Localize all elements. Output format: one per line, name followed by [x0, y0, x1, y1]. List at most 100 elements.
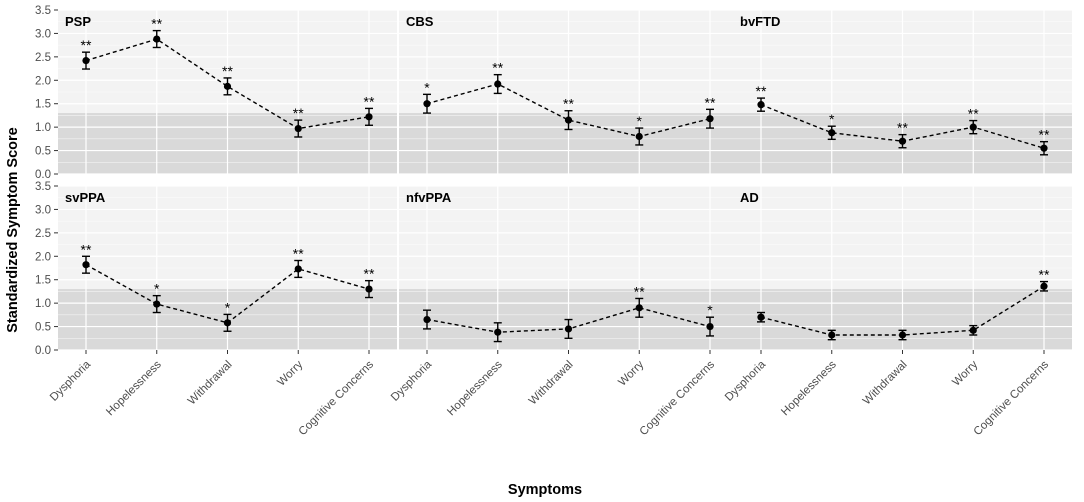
data-point	[564, 325, 573, 333]
x-tick-label: Hopelessness	[779, 358, 839, 418]
data-point	[153, 300, 161, 308]
x-tick-label: Cognitive Concerns	[972, 358, 1052, 438]
x-tick-label: Withdrawal	[527, 359, 576, 408]
significance-marker: **	[151, 16, 162, 32]
significance-marker: **	[756, 83, 767, 99]
data-point	[564, 116, 573, 124]
panel-cbs: CBS********	[399, 9, 738, 175]
data-point	[223, 82, 232, 90]
data-point	[82, 57, 90, 65]
significance-marker: **	[1039, 127, 1050, 143]
y-tick-label: 2.0	[35, 251, 51, 263]
significance-marker: *	[424, 79, 430, 95]
x-tick-label: Worry	[616, 358, 646, 388]
significance-marker: **	[364, 93, 375, 109]
significance-marker: **	[293, 246, 304, 262]
panel-psp: 0.0 0.5 1.0 1.5 2.0 2.5 3.0 3.5 PSP ** ** ** ** **	[35, 5, 397, 181]
y-tick-label: 2.5	[35, 228, 51, 240]
significance-marker: **	[81, 241, 92, 257]
significance-marker: **	[492, 60, 503, 76]
significance-marker: **	[634, 283, 645, 299]
panel-nfvppa: nfvPPA***Dysphoria Hopelessness Withdrawal…	[389, 185, 738, 438]
x-tick-label: Worry	[950, 358, 980, 388]
data-point	[294, 265, 302, 273]
data-point	[969, 123, 977, 131]
x-tick-label: Dysphoria	[48, 358, 94, 404]
data-point	[423, 100, 431, 108]
x-tick-label: Cognitive Concerns	[297, 358, 377, 438]
panel-title: nfvPPA	[406, 190, 452, 205]
y-tick-label: 0.0	[35, 169, 51, 181]
y-axis-title: Standardized Symptom Score	[5, 127, 21, 332]
data-point	[898, 137, 907, 145]
data-point	[494, 80, 502, 88]
data-point	[294, 124, 302, 133]
y-tick-label: 3.5	[35, 181, 51, 193]
x-tick-label: Withdrawal	[861, 359, 910, 408]
panel-title: bvFTD	[740, 14, 780, 29]
significance-marker: *	[829, 111, 835, 127]
series-line	[85, 38, 370, 130]
data-point	[706, 322, 714, 331]
data-point	[635, 132, 643, 141]
data-point	[365, 113, 373, 121]
data-point	[153, 35, 161, 43]
y-tick-label: 2.0	[35, 75, 51, 87]
significance-marker: **	[705, 94, 716, 110]
y-tick-label: 0.0	[35, 345, 51, 357]
significance-marker: **	[364, 266, 375, 282]
significance-marker: *	[154, 281, 160, 297]
x-tick-label: Hopelessness	[445, 358, 505, 418]
y-tick-label: 1.5	[35, 99, 51, 111]
significance-marker: **	[897, 120, 908, 136]
x-axis-title: Symptoms	[508, 482, 582, 498]
significance-marker: *	[637, 113, 643, 129]
data-point	[828, 331, 836, 339]
significance-marker: **	[222, 63, 233, 79]
y-tick-label: 1.0	[35, 122, 51, 134]
data-point	[365, 285, 373, 293]
y-tick-label: 2.5	[35, 52, 51, 64]
panel-title: PSP	[65, 14, 91, 29]
y-tick-label: 3.0	[35, 204, 51, 216]
significance-marker: **	[968, 106, 979, 122]
panel-title: AD	[740, 190, 759, 205]
x-tick-label: Cognitive Concerns	[638, 358, 718, 438]
panel-title: CBS	[406, 14, 434, 29]
panel-bvftd: bvFTD*********	[733, 9, 1072, 175]
data-point	[494, 328, 502, 336]
data-point	[757, 313, 765, 321]
significance-marker: *	[707, 302, 713, 318]
data-point	[1040, 282, 1048, 290]
data-point	[969, 326, 977, 334]
x-tick-label: Withdrawal	[186, 359, 235, 408]
x-tick-label: Dysphoria	[723, 358, 769, 404]
y-tick-label: 3.0	[35, 28, 51, 40]
significance-marker: *	[225, 299, 231, 315]
data-point	[757, 101, 765, 109]
data-point	[82, 261, 90, 269]
y-tick-label: 0.5	[35, 146, 51, 158]
facet-panels: 0.00.51.01.52.02.53.03.5PSP**********CBS…	[35, 5, 1072, 438]
y-tick-label: 1.0	[35, 298, 51, 310]
panel-svppa: 0.00.51.01.52.02.53.03.5svPPA********Dys…	[35, 181, 397, 438]
data-point	[898, 331, 907, 339]
data-point	[706, 115, 714, 123]
significance-marker: **	[563, 96, 574, 112]
y-tick-label: 0.5	[35, 322, 51, 334]
data-point	[635, 304, 643, 312]
data-point	[223, 319, 232, 327]
data-point	[423, 315, 431, 324]
significance-marker: **	[1039, 267, 1050, 283]
data-point	[828, 129, 836, 137]
data-point	[1040, 144, 1048, 152]
y-tick-label: 1.5	[35, 275, 51, 287]
significance-marker: **	[293, 105, 304, 121]
x-tick-label: Hopelessness	[104, 358, 164, 418]
y-tick-label: 3.5	[35, 5, 51, 17]
panel-title: svPPA	[65, 190, 106, 205]
panel-ad: AD ** Dysphoria Hopelessness Withdrawal Worry…	[723, 185, 1072, 438]
significance-marker: **	[81, 37, 92, 53]
x-tick-label: Dysphoria	[389, 358, 435, 404]
